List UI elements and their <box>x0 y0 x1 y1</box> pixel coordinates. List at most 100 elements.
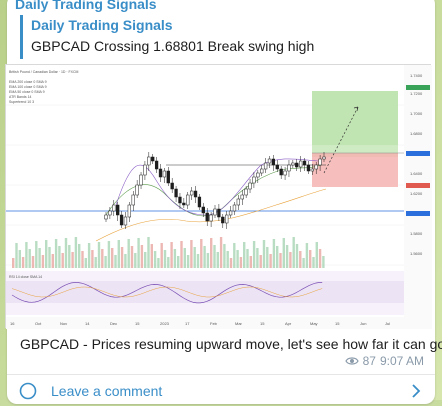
volume-bar <box>114 255 117 268</box>
volume-bar <box>25 242 28 268</box>
candle-body <box>279 168 283 176</box>
channel-name[interactable]: Daily Trading Signals <box>15 0 157 12</box>
volume-bar <box>282 238 285 268</box>
candle-body <box>295 162 299 168</box>
reply-text: GBPCAD Crossing 1.68801 Break swing high <box>31 38 315 54</box>
volume-bar <box>299 251 302 268</box>
candle-body <box>244 188 248 196</box>
candle-body <box>151 156 155 162</box>
volume-bar <box>91 250 94 268</box>
svg-text:1.6800: 1.6800 <box>410 131 423 136</box>
candle-body <box>154 160 159 170</box>
svg-text:1.7400: 1.7400 <box>410 73 423 78</box>
volume-bar <box>38 248 41 268</box>
chart-image[interactable]: 1.7400 1.7200 1.7000 1.6800 1.6600 1.640… <box>5 64 432 329</box>
volume-bar <box>252 241 256 268</box>
svg-text:Supertrend 10 3: Supertrend 10 3 <box>9 100 34 104</box>
candle-body <box>174 188 178 198</box>
volume-bar <box>117 240 120 268</box>
time-axis-label: Oct <box>35 321 42 326</box>
volume-bar <box>104 256 107 268</box>
candle-body <box>298 160 303 168</box>
candle-body <box>263 162 268 170</box>
volume-bar <box>58 246 61 268</box>
volume-bar <box>94 257 97 268</box>
volume-bar <box>137 238 140 268</box>
volume-bar <box>71 252 74 268</box>
svg-text:1.5800: 1.5800 <box>410 231 423 236</box>
volume-bar <box>160 243 163 268</box>
volume-bar <box>153 251 157 268</box>
time-axis-label: 15 <box>335 321 340 326</box>
volume-bar <box>163 250 167 268</box>
reply-quote[interactable]: Daily Trading Signals GBPCAD Crossing 1.… <box>20 15 420 59</box>
candle-body <box>225 214 229 224</box>
candle-body <box>201 206 205 214</box>
svg-text:EMA 100 close 0 SMA 9: EMA 100 close 0 SMA 9 <box>9 85 47 89</box>
svg-text:ATR Bands 14: ATR Bands 14 <box>9 95 32 99</box>
volume-bar <box>246 249 249 268</box>
svg-text:1.5600: 1.5600 <box>410 251 423 256</box>
volume-bar <box>302 258 305 268</box>
candle-body <box>197 196 202 208</box>
volume-bar <box>28 249 31 268</box>
volume-bar <box>312 257 315 268</box>
volume-bar <box>120 247 124 268</box>
volume-bar <box>183 248 186 268</box>
candle-body <box>166 170 170 184</box>
candle-body <box>170 182 174 190</box>
volume-bar <box>318 249 322 268</box>
volume-bar <box>219 237 223 268</box>
time-axis-label: 14 <box>85 321 90 326</box>
volume-bar <box>305 243 309 268</box>
volume-bar <box>180 241 183 268</box>
candle-body <box>189 190 194 196</box>
volume-bar <box>35 241 38 268</box>
candle-body <box>318 158 322 166</box>
volume-bar <box>322 256 325 268</box>
volume-bar <box>101 249 104 268</box>
leave-comment-button[interactable]: Leave a comment <box>7 376 435 406</box>
volume-bar <box>78 244 81 268</box>
candle-body <box>205 212 209 222</box>
candle-body <box>131 194 135 206</box>
volume-bar <box>140 245 144 268</box>
volume-bar <box>269 254 272 268</box>
volume-bar <box>15 243 18 268</box>
volume-bar <box>249 256 252 268</box>
volume-bar <box>203 246 206 268</box>
volume-bar <box>170 242 173 268</box>
volume-bar <box>127 239 130 268</box>
time-axis-label: Dec <box>110 321 117 326</box>
candle-body <box>186 194 190 206</box>
volume-bar <box>193 247 196 268</box>
candle-body <box>209 214 213 222</box>
time-axis-label: Nov <box>60 321 67 326</box>
volume-bar <box>64 238 68 268</box>
svg-text:1.7200: 1.7200 <box>410 91 423 96</box>
candle-body <box>240 194 244 200</box>
volume-bar <box>107 241 111 268</box>
candle-body <box>283 170 287 176</box>
candle-body <box>310 168 314 172</box>
volume-bar <box>87 243 91 268</box>
volume-bar <box>233 243 236 268</box>
volume-bar <box>266 247 269 268</box>
volume-bar <box>229 258 233 268</box>
candle-body <box>314 164 318 170</box>
volume-bar <box>256 248 259 268</box>
volume-bar <box>61 253 64 268</box>
target-zone <box>312 91 398 145</box>
candle-body <box>217 208 221 218</box>
volume-bar <box>157 258 160 268</box>
view-count: 87 <box>362 354 376 368</box>
volume-bar <box>259 255 262 268</box>
candle-body <box>147 156 151 166</box>
volume-bar <box>216 252 219 268</box>
comment-icon <box>19 382 37 400</box>
volume-bar <box>239 257 243 268</box>
volume-bar <box>48 247 51 268</box>
candle-body <box>139 174 143 186</box>
volume-bar <box>18 250 21 268</box>
volume-bar <box>289 252 292 268</box>
